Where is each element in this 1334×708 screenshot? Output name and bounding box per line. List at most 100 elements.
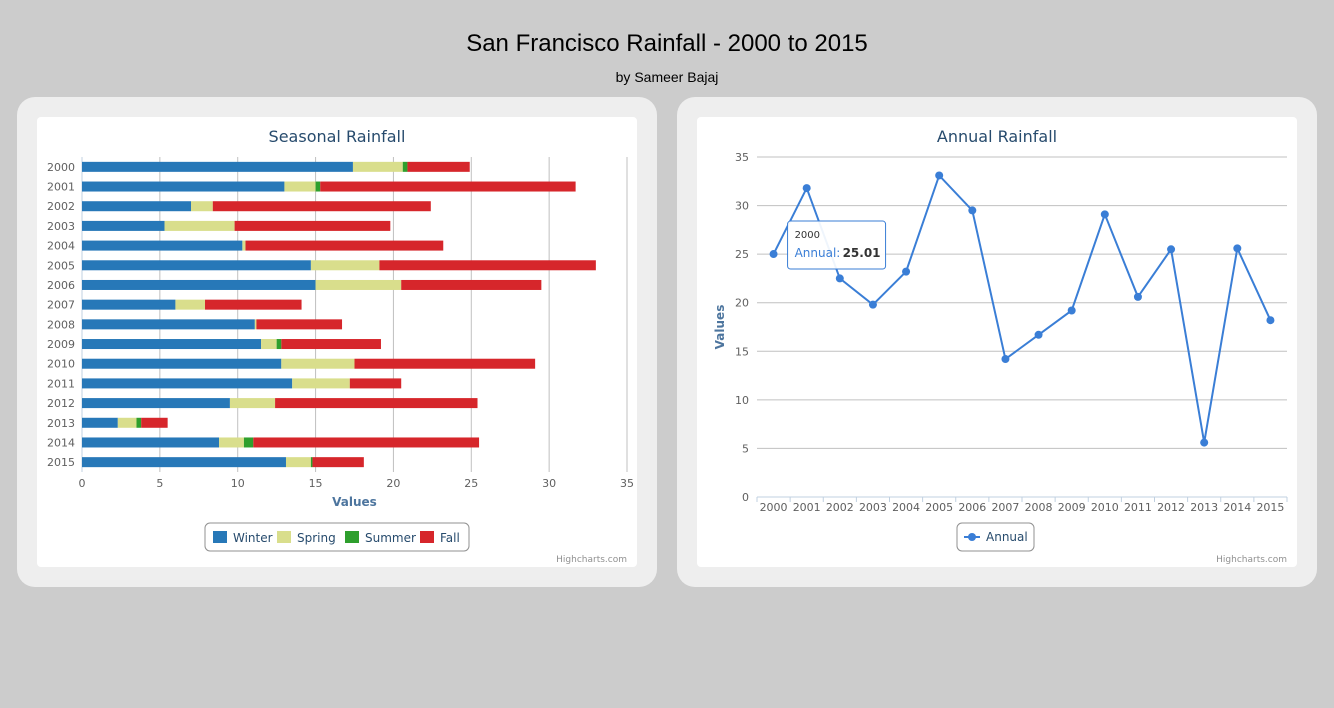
category-label: 2011 [47,377,75,390]
x-tick-label: 2010 [1091,501,1119,514]
bar-fall[interactable] [275,398,478,409]
data-point-annual[interactable] [902,267,911,276]
bar-winter[interactable] [82,181,285,192]
bar-spring[interactable] [164,220,235,231]
bar-spring[interactable] [315,279,402,290]
bar-spring[interactable] [229,398,276,409]
bar-winter[interactable] [82,201,191,212]
bar-spring[interactable] [292,378,350,389]
bar-fall[interactable] [245,240,444,251]
legend-label-fall[interactable]: Fall [440,531,460,545]
bar-winter[interactable] [82,437,220,448]
data-point-annual[interactable] [968,206,977,215]
legend-swatch-fall[interactable] [420,531,434,543]
tooltip-box [787,220,887,270]
bar-fall[interactable] [407,161,470,172]
bar-winter[interactable] [82,240,243,251]
legend-label-annual[interactable]: Annual [986,530,1028,544]
credits-link[interactable]: Highcharts.com [1216,555,1287,565]
data-point-annual[interactable] [1200,438,1209,447]
legend-swatch-spring[interactable] [277,531,291,543]
bar-fall[interactable] [281,339,381,350]
bar-fall[interactable] [349,378,402,389]
bar-spring[interactable] [219,437,244,448]
bar-summer[interactable] [315,181,321,192]
bar-spring[interactable] [281,358,355,369]
bar-spring[interactable] [191,201,213,212]
bar-winter[interactable] [82,260,311,271]
value-axis-title: Values [332,495,377,509]
bar-winter[interactable] [82,417,118,428]
y-tick-label: 0 [742,491,749,504]
data-point-annual[interactable] [835,274,844,283]
category-label: 2004 [47,240,75,253]
x-tick-label: 25 [464,477,478,490]
x-tick-label: 20 [386,477,400,490]
legend-marker-annual[interactable] [968,533,976,541]
x-tick-label: 2002 [826,501,854,514]
bar-summer[interactable] [310,457,313,468]
bar-winter[interactable] [82,339,262,350]
bar-spring[interactable] [254,319,257,330]
legend-label-summer[interactable]: Summer [365,531,416,545]
category-label: 2003 [47,220,75,233]
legend-label-spring[interactable]: Spring [297,531,336,545]
bar-fall[interactable] [205,299,302,310]
data-point-annual[interactable] [1001,355,1010,364]
bar-spring[interactable] [242,240,246,251]
bar-fall[interactable] [401,279,542,290]
bar-fall[interactable] [212,201,431,212]
bar-winter[interactable] [82,299,176,310]
bar-fall[interactable] [354,358,536,369]
legend-label-winter[interactable]: Winter [233,531,273,545]
bar-spring[interactable] [285,457,311,468]
data-point-annual[interactable] [1067,306,1076,315]
bar-spring[interactable] [175,299,206,310]
bar-summer[interactable] [243,437,254,448]
credits-link[interactable]: Highcharts.com [556,555,627,565]
page-title: San Francisco Rainfall - 2000 to 2015 [466,30,868,57]
bar-fall[interactable] [320,181,576,192]
data-point-annual[interactable] [1167,245,1176,254]
bar-fall[interactable] [379,260,596,271]
bar-winter[interactable] [82,220,165,231]
x-tick-label: 2011 [1124,501,1152,514]
x-tick-label: 35 [620,477,634,490]
category-label: 2013 [47,417,75,430]
bar-winter[interactable] [82,378,293,389]
legend-swatch-winter[interactable] [213,531,227,543]
bar-spring[interactable] [284,181,316,192]
bar-fall[interactable] [234,220,391,231]
legend-swatch-summer[interactable] [345,531,359,543]
data-point-annual[interactable] [1034,330,1043,339]
data-point-annual[interactable] [868,300,877,309]
bar-winter[interactable] [82,319,255,330]
bar-winter[interactable] [82,457,286,468]
data-point-annual[interactable] [1266,316,1275,325]
bar-spring[interactable] [261,339,277,350]
bar-winter[interactable] [82,398,230,409]
bar-summer[interactable] [276,339,282,350]
x-tick-label: 2005 [925,501,953,514]
seasonal-panel: Seasonal Rainfall 0 5 10 15 20 25 30 35 2000 2001 2… [17,97,657,587]
bar-spring[interactable] [352,161,403,172]
bar-fall[interactable] [256,319,343,330]
bar-winter[interactable] [82,279,316,290]
x-tick-label: 30 [542,477,556,490]
bar-spring[interactable] [117,417,137,428]
bar-winter[interactable] [82,161,353,172]
bar-fall[interactable] [312,457,364,468]
x-tick-label: 2001 [793,501,821,514]
bar-fall[interactable] [141,417,168,428]
data-point-annual[interactable] [1100,210,1109,219]
bar-summer[interactable] [402,161,408,172]
data-point-annual[interactable] [802,184,811,193]
bar-spring[interactable] [310,260,380,271]
bar-fall[interactable] [253,437,480,448]
bar-winter[interactable] [82,358,282,369]
data-point-annual[interactable] [935,171,944,180]
data-point-annual[interactable] [769,250,778,259]
data-point-annual[interactable] [1233,244,1242,253]
data-point-annual[interactable] [1133,292,1142,301]
bar-summer[interactable] [136,417,142,428]
